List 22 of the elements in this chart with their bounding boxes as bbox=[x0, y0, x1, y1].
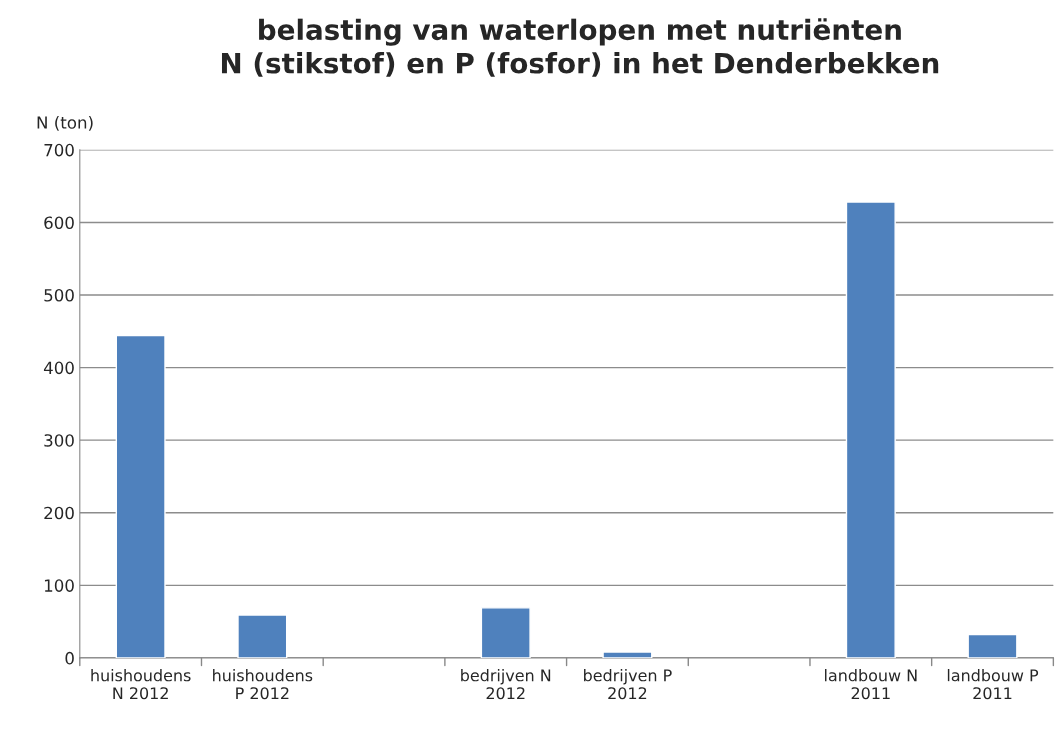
x-tick-label: bedrijven N 2012 bbox=[461, 669, 551, 700]
x-tick-label: huishoudens P 2012 bbox=[213, 669, 313, 700]
y-tick-label: 0 bbox=[65, 651, 74, 665]
y-tick-label: 600 bbox=[44, 216, 74, 229]
y-tick-label: 500 bbox=[44, 288, 74, 302]
y-tick-label: 200 bbox=[44, 506, 74, 520]
x-tick-label: huishoudens N 2012 bbox=[91, 669, 191, 700]
y-tick-label: 700 bbox=[44, 143, 74, 157]
bar bbox=[602, 651, 653, 658]
y-tick-label: 100 bbox=[44, 579, 74, 592]
bar bbox=[480, 607, 531, 658]
bar bbox=[237, 614, 288, 658]
x-tick-label: landbouw P 2011 bbox=[947, 669, 1039, 700]
chart-title: belasting van waterlopen met nutriënten N (stikstof) en P (fosfor) in het Denderbekken bbox=[221, 18, 939, 77]
x-tick-label: bedrijven P 2012 bbox=[584, 669, 672, 700]
y-axis-title: N (ton) bbox=[37, 115, 93, 131]
y-tick-label: 300 bbox=[44, 434, 74, 447]
bar bbox=[967, 633, 1018, 658]
bar bbox=[845, 201, 896, 658]
bar bbox=[115, 334, 166, 658]
x-tick-label: landbouw N 2011 bbox=[825, 669, 917, 700]
y-tick-label: 400 bbox=[43, 361, 74, 375]
